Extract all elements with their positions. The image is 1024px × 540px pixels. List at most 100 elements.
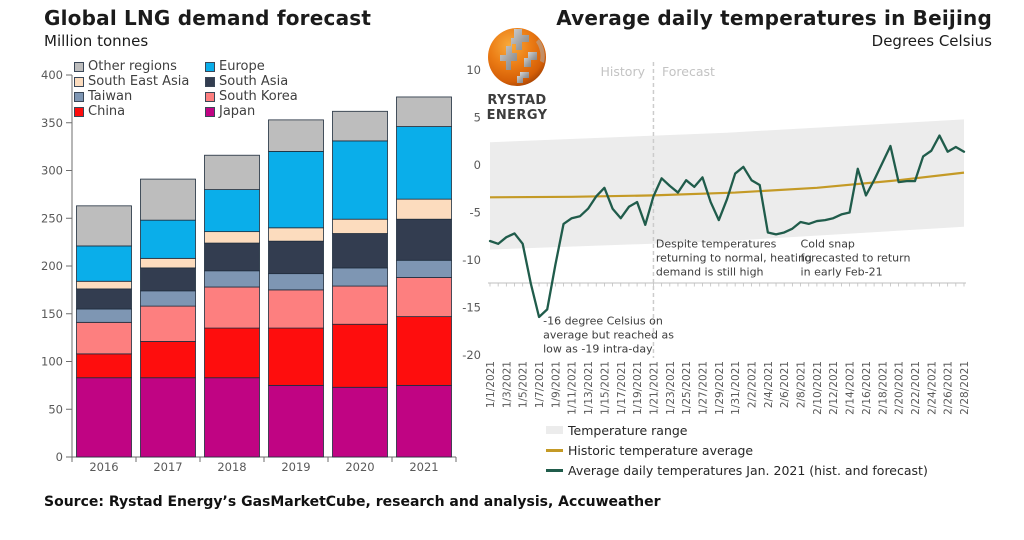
bar-segment-europe-2020 <box>332 140 388 220</box>
y-axis-label: 0 <box>56 450 63 464</box>
legend-label: Europe <box>219 59 265 74</box>
bar-segment-china-2017 <box>140 341 196 379</box>
bar-segment-other-regions-2017 <box>140 178 196 221</box>
x-axis-date-label: 2/26/2021 <box>943 361 955 415</box>
legend-swatch-average-daily-temperatures-jan-2021-hist-and-forecast <box>546 468 563 472</box>
x-axis-date-label: 1/29/2021 <box>714 361 726 415</box>
y-axis-label: 10 <box>466 63 481 77</box>
legend-label: Japan <box>219 104 256 119</box>
bar-segment-south-korea-2017 <box>140 305 196 342</box>
legend-swatch-japan <box>205 106 215 117</box>
temperature-range-band <box>490 119 964 250</box>
x-axis-date-label: 2/2/2021 <box>747 361 759 408</box>
bar-segment-south-korea-2019 <box>268 289 324 329</box>
x-axis-date-label: 2/12/2021 <box>828 361 840 415</box>
bar-segment-europe-2016 <box>76 245 132 282</box>
bar-segment-other-regions-2018 <box>204 154 260 191</box>
x-axis-date-label: 1/21/2021 <box>648 361 660 415</box>
x-axis-date-label: 2/4/2021 <box>763 361 775 408</box>
x-axis-label: 2016 <box>89 460 118 474</box>
y-axis-label: -10 <box>462 253 481 267</box>
x-axis-date-label: 1/17/2021 <box>616 361 628 415</box>
legend-label: South East Asia <box>88 74 190 89</box>
lng-demand-bar-chart: 0 50 100 150 200 250 300 350 400 2016 2017 2018 2019… <box>41 68 457 474</box>
legend-item-south-east-asia: South East Asia <box>74 74 205 89</box>
x-axis-label: 2018 <box>217 460 246 474</box>
legend-item-china: China <box>74 104 205 119</box>
annotation-2: Despite temperatures returning to normal,… <box>656 238 812 279</box>
bar-segment-south-asia-2020 <box>332 233 388 269</box>
right-chart-subtitle: Degrees Celsius <box>871 32 992 50</box>
annotation-1: -16 degree Celsius on average but reached… <box>543 315 674 356</box>
y-axis-label: 100 <box>41 355 63 369</box>
x-axis-date-label: 2/24/2021 <box>926 361 938 415</box>
bar-segment-other-regions-2021 <box>396 96 452 127</box>
bar-segment-japan-2021 <box>396 384 452 458</box>
legend-label: Average daily temperatures Jan. 2021 (hi… <box>568 462 928 478</box>
x-axis-label: 2021 <box>409 460 438 474</box>
x-axis-date-label: 1/1/2021 <box>485 361 497 408</box>
x-axis-date-label: 2/22/2021 <box>910 361 922 415</box>
x-axis-date-label: 1/3/2021 <box>501 361 513 408</box>
legend-item-japan: Japan <box>205 104 298 119</box>
legend-label: South Asia <box>219 74 289 89</box>
bar-segment-europe-2018 <box>204 189 260 233</box>
right-chart-legend: Temperature range Historic temperature av… <box>546 420 928 480</box>
legend-swatch-other-regions <box>74 61 84 72</box>
bar-segment-taiwan-2019 <box>268 273 324 291</box>
bar-segment-china-2018 <box>204 327 260 379</box>
x-axis-date-label: 2/8/2021 <box>796 361 808 408</box>
y-axis-label: 150 <box>41 307 63 321</box>
x-axis-date-label: 2/16/2021 <box>861 361 873 415</box>
x-axis-date-label: 1/11/2021 <box>567 361 579 415</box>
bar-segment-south-asia-2016 <box>76 288 132 310</box>
bar-segment-south-korea-2021 <box>396 277 452 318</box>
bar-segment-south-korea-2018 <box>204 286 260 329</box>
x-axis-label: 2020 <box>345 460 374 474</box>
forecast-label: Forecast <box>662 64 715 79</box>
x-axis-date-label: 1/9/2021 <box>550 361 562 408</box>
beijing-temperature-line-chart: 10 5 0 -5 -10 -15 -20 1/1/2021 1/3/2021 1/5/2021 1… <box>462 62 971 415</box>
bar-segment-other-regions-2020 <box>332 110 388 142</box>
bar-segment-south-asia-2017 <box>140 267 196 292</box>
legend-label: Other regions <box>88 59 177 74</box>
x-axis-date-label: 1/19/2021 <box>632 361 644 415</box>
x-axis-date-label: 1/13/2021 <box>583 361 595 415</box>
bar-segment-europe-2021 <box>396 126 452 200</box>
legend-label: South Korea <box>219 89 298 104</box>
bar-segment-china-2016 <box>76 353 132 379</box>
bar-segment-south-east-asia-2016 <box>76 280 132 290</box>
legend-swatch-europe <box>205 61 215 72</box>
bar-segment-south-korea-2016 <box>76 321 132 355</box>
bar-segment-taiwan-2018 <box>204 270 260 288</box>
y-axis-label: 50 <box>48 402 63 416</box>
bar-segment-china-2021 <box>396 316 452 386</box>
legend-item-other-regions: Other regions <box>74 59 205 74</box>
left-chart-title: Global LNG demand forecast <box>44 6 372 30</box>
legend-item-historic-temperature-average: Historic temperature average <box>546 440 928 460</box>
bar-segment-japan-2017 <box>140 377 196 458</box>
legend-item-south-korea: South Korea <box>205 89 298 104</box>
legend-label: Temperature range <box>568 422 688 438</box>
x-axis-date-label: 2/14/2021 <box>845 361 857 415</box>
legend-swatch-south-asia <box>205 76 215 87</box>
legend-swatch-south-east-asia <box>74 76 84 87</box>
x-axis-label: 2017 <box>153 460 182 474</box>
y-axis-label: 0 <box>474 158 481 172</box>
x-axis-date-label: 1/15/2021 <box>599 361 611 415</box>
bar-segment-taiwan-2017 <box>140 290 196 307</box>
bar-segment-europe-2019 <box>268 150 324 229</box>
legend-swatch-historic-temperature-average <box>546 448 563 452</box>
legend-item-europe: Europe <box>205 59 298 74</box>
x-axis-date-label: 1/27/2021 <box>697 361 709 415</box>
bar-segment-south-east-asia-2021 <box>396 198 452 220</box>
right-chart-title: Average daily temperatures in Beijing <box>556 6 992 30</box>
bar-segment-china-2020 <box>332 323 388 388</box>
x-axis-date-label: 1/23/2021 <box>665 361 677 415</box>
y-axis-label: -20 <box>462 348 481 362</box>
rystad-energy-logo-text: RYSTAD ENERGY <box>486 93 548 123</box>
globe-icon <box>488 28 546 86</box>
bar-segment-south-asia-2021 <box>396 218 452 261</box>
y-axis-label: 200 <box>41 259 63 273</box>
bar-segment-taiwan-2020 <box>332 267 388 287</box>
